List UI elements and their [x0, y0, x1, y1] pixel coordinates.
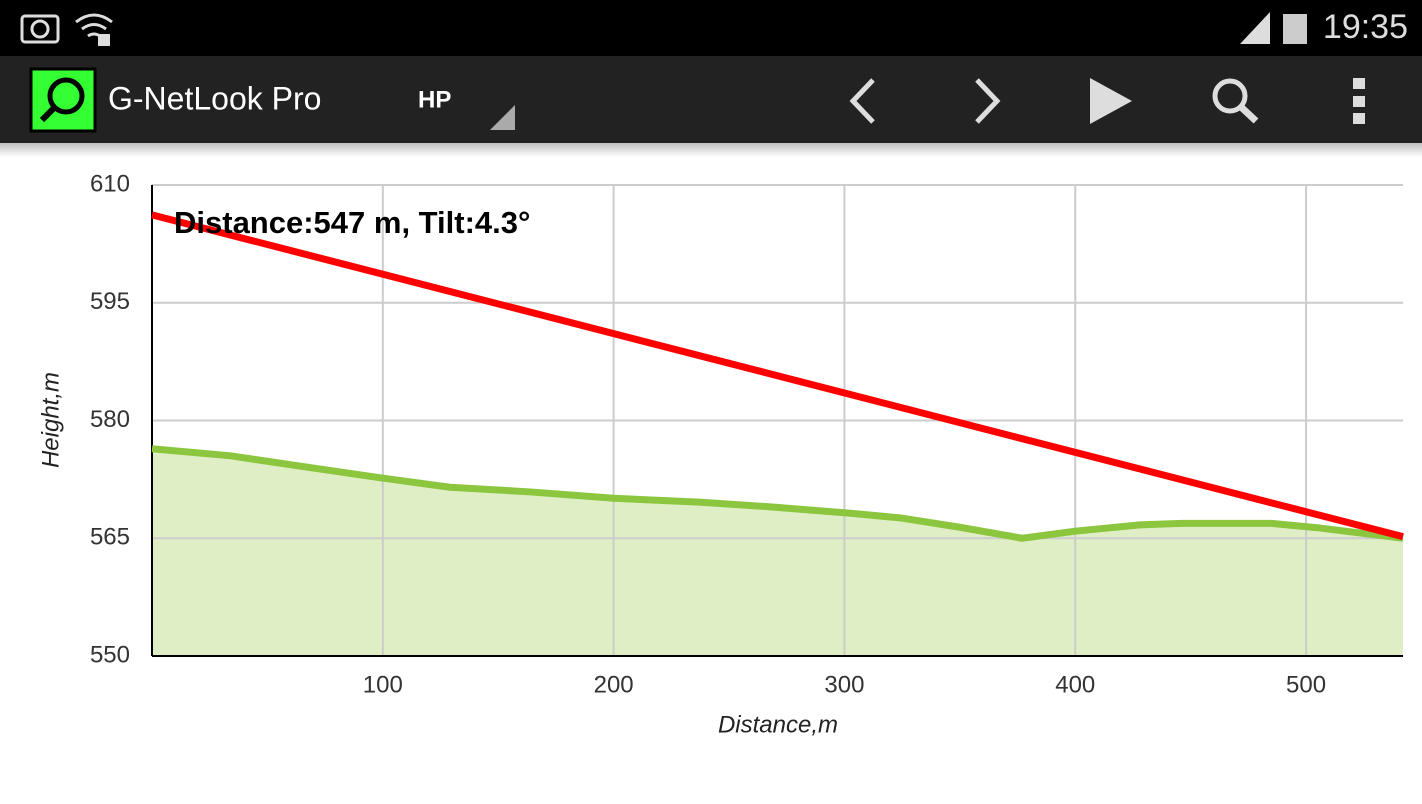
battery-icon	[1283, 14, 1307, 44]
y-tick-label: 610	[90, 170, 130, 197]
status-bar	[0, 0, 1422, 56]
menu-button[interactable]	[1353, 78, 1365, 124]
clock: 19:35	[1323, 8, 1408, 46]
y-tick-label: 550	[90, 641, 130, 668]
x-tick-label: 400	[1055, 671, 1095, 698]
y-tick-label: 595	[90, 288, 130, 315]
series-line	[151, 211, 1404, 541]
x-tick-label: 300	[824, 671, 864, 698]
x-tick-label: 200	[594, 671, 634, 698]
spinner-label[interactable]: HP	[418, 86, 451, 113]
chart: 550 565 580 595 610 100 200 300 400 500 Distance:5…	[90, 170, 1404, 698]
app-bar-shadow	[0, 143, 1422, 157]
y-tick-label: 580	[90, 406, 130, 433]
series-line	[151, 445, 1404, 542]
app-icon-handle	[39, 105, 57, 123]
signal-icon	[1240, 12, 1270, 44]
app-title: G-NetLook Pro	[108, 80, 321, 116]
x-tick-label: 100	[363, 671, 403, 698]
status-icon	[98, 34, 110, 46]
x-tick-label: 500	[1286, 671, 1326, 698]
app-bar	[0, 56, 1422, 143]
play-button[interactable]	[1090, 78, 1132, 124]
y-tick-label: 565	[90, 524, 130, 551]
next-button[interactable]	[975, 78, 1001, 124]
annotation: Distance:547 m, Tilt:4.3°	[174, 205, 530, 240]
prev-button[interactable]	[849, 78, 875, 124]
search-button[interactable]	[1212, 78, 1259, 124]
area	[152, 448, 1403, 656]
x-axis-title: Distance,m	[718, 711, 838, 738]
app-icon-glass	[47, 77, 85, 115]
y-axis-title: Height,m	[37, 372, 64, 468]
spinner-arrow	[490, 105, 515, 130]
